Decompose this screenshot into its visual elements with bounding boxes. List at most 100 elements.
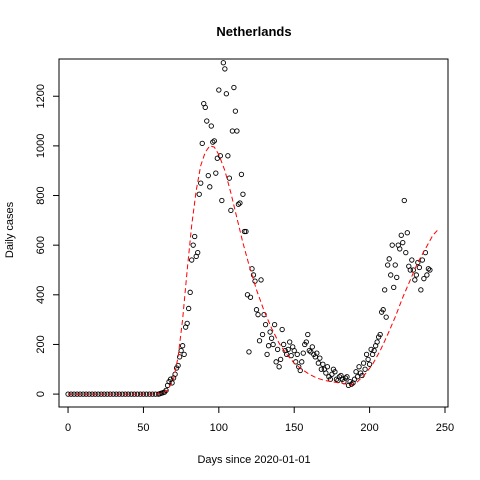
- data-point: [317, 355, 323, 361]
- data-point: [403, 249, 409, 256]
- x-axis-label: Days since 2020-01-01: [197, 454, 310, 466]
- x-tick-label: 50: [137, 422, 149, 434]
- data-point: [198, 180, 204, 186]
- data-point: [413, 272, 419, 278]
- data-point: [267, 329, 273, 335]
- data-point: [366, 361, 373, 367]
- data-point: [270, 341, 276, 348]
- data-point: [163, 387, 169, 394]
- data-point: [397, 246, 403, 252]
- data-point: [323, 370, 329, 376]
- data-point: [300, 350, 306, 356]
- data-point: [353, 369, 359, 375]
- data-point: [205, 173, 211, 179]
- data-point: [385, 262, 391, 268]
- data-point: [404, 230, 410, 236]
- data-point: [271, 321, 278, 328]
- data-point: [285, 346, 291, 353]
- data-point: [279, 326, 285, 333]
- data-point: [407, 267, 413, 273]
- data-point: [175, 362, 181, 369]
- data-point: [186, 305, 192, 312]
- data-point: [238, 171, 245, 178]
- data-point: [262, 321, 269, 328]
- data-point: [225, 153, 231, 159]
- data-point: [324, 364, 331, 370]
- data-point: [243, 228, 249, 235]
- data-point: [415, 259, 421, 266]
- data-point: [288, 352, 294, 359]
- y-axis: 0 200 400 600 800 1000 1200: [35, 84, 59, 397]
- x-tick-label: 150: [285, 422, 303, 434]
- x-axis: 0 50 100 150 200 250: [65, 407, 454, 434]
- data-point: [258, 277, 264, 283]
- data-point: [380, 307, 386, 313]
- data-point: [246, 349, 252, 355]
- data-point: [268, 335, 275, 341]
- data-point: [199, 140, 205, 147]
- data-point: [232, 108, 239, 114]
- data-point: [202, 104, 208, 111]
- data-point: [374, 339, 380, 345]
- data-point: [425, 266, 432, 272]
- x-tick-label: 100: [210, 422, 228, 434]
- data-point: [348, 381, 355, 387]
- data-point: [220, 60, 226, 66]
- data-point: [421, 276, 427, 282]
- y-tick-label: 1200: [35, 84, 47, 108]
- chart-title: Netherlands: [216, 24, 291, 39]
- data-point: [344, 374, 350, 380]
- fitted-curve: [68, 145, 438, 395]
- data-point: [184, 320, 190, 327]
- data-point: [383, 314, 389, 320]
- data-point: [181, 351, 187, 358]
- data-point: [412, 277, 418, 283]
- data-point: [253, 307, 260, 313]
- data-point: [213, 170, 219, 176]
- data-point: [226, 175, 233, 181]
- data-point: [416, 264, 423, 271]
- data-point: [365, 356, 371, 362]
- data-point: [400, 240, 406, 246]
- data-point: [241, 228, 248, 235]
- data-point: [303, 339, 309, 345]
- data-point: [217, 153, 223, 159]
- data-point: [222, 66, 228, 72]
- data-point: [332, 369, 338, 375]
- data-point: [176, 354, 183, 360]
- x-tick-label: 200: [360, 422, 378, 434]
- x-tick-label: 0: [65, 422, 71, 434]
- data-point: [418, 287, 424, 293]
- x-tick-label: 250: [436, 422, 454, 434]
- data-point: [273, 359, 279, 365]
- data-point: [306, 348, 312, 354]
- data-point: [371, 348, 377, 354]
- data-point: [265, 343, 272, 349]
- data-point: [297, 367, 303, 374]
- y-tick-label: 800: [35, 186, 47, 204]
- data-point: [409, 257, 415, 263]
- y-tick-label: 600: [35, 236, 47, 254]
- data-point: [391, 284, 397, 291]
- data-point: [392, 262, 398, 268]
- data-point: [309, 344, 315, 350]
- y-tick-label: 400: [35, 286, 47, 304]
- data-point: [281, 341, 287, 348]
- data-point: [419, 257, 426, 263]
- plot-frame: [58, 58, 449, 408]
- data-point: [318, 366, 324, 372]
- data-point: [320, 361, 326, 367]
- data-point: [228, 207, 234, 214]
- data-point: [252, 278, 258, 284]
- data-point: [427, 267, 433, 273]
- data-point: [294, 351, 300, 358]
- data-point: [362, 366, 368, 372]
- data-points: [65, 60, 433, 397]
- data-point: [250, 272, 257, 278]
- data-point: [210, 139, 216, 145]
- plot-area: [58, 58, 449, 408]
- data-point: [192, 233, 198, 240]
- data-point: [178, 348, 184, 354]
- data-point: [315, 360, 321, 366]
- data-point: [342, 375, 349, 381]
